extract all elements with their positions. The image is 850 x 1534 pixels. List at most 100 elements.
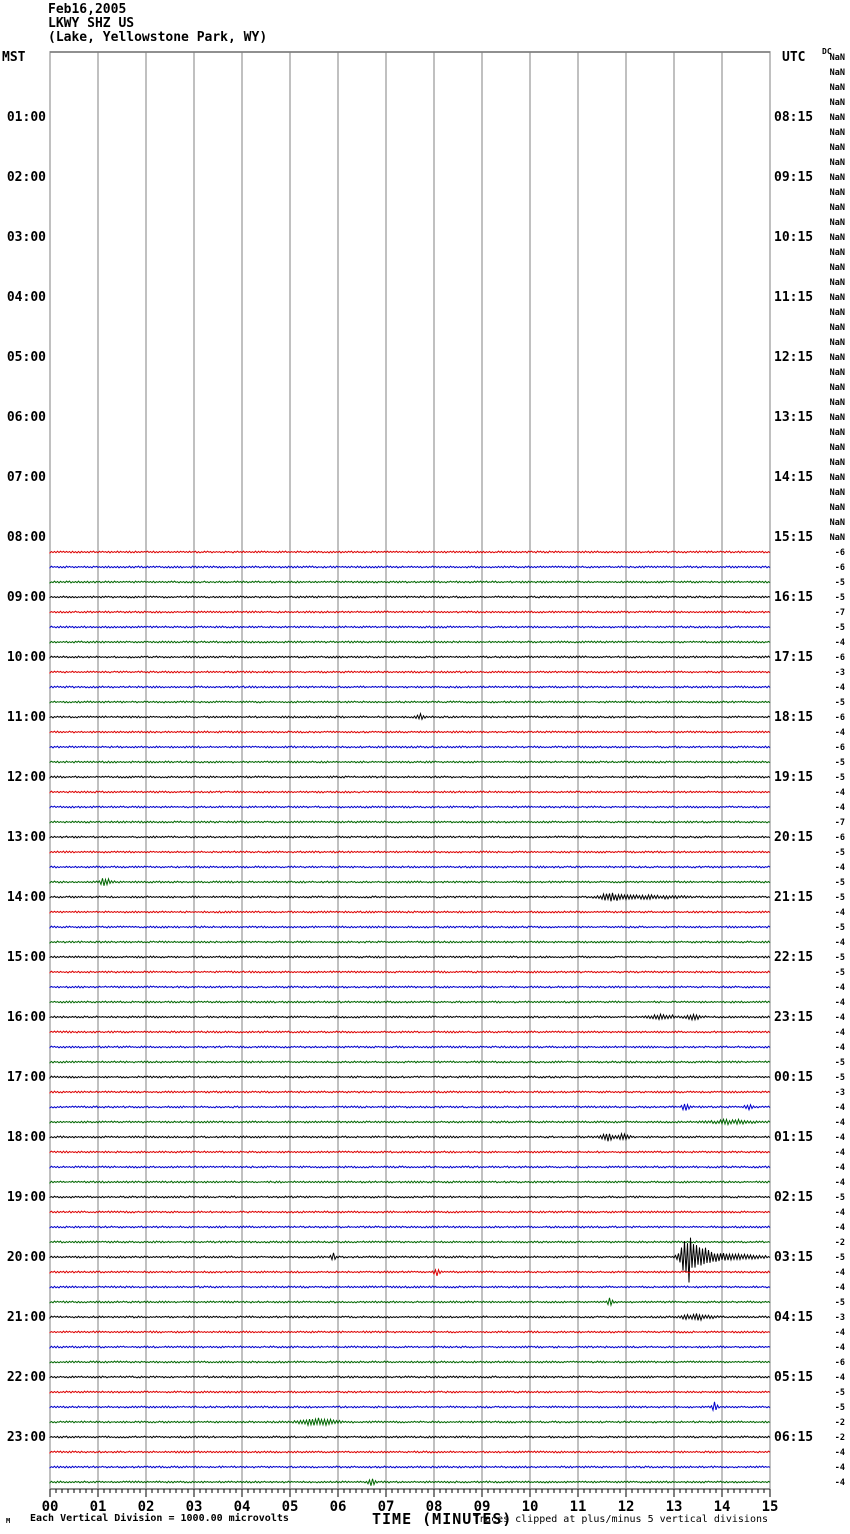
dc-value: -4 <box>835 1268 845 1278</box>
seismogram-trace <box>49 1450 771 1454</box>
dc-value: -4 <box>835 1163 845 1173</box>
seismogram-trace <box>49 700 771 704</box>
dc-nan-value: NaN <box>830 488 845 498</box>
seismogram-trace <box>49 940 771 944</box>
seismogram-trace <box>49 1268 771 1277</box>
seismogram-trace <box>49 745 771 749</box>
seismogram-trace <box>49 580 771 584</box>
dc-value: -6 <box>835 833 845 843</box>
dc-value: -5 <box>835 1388 845 1398</box>
dc-nan-value: NaN <box>830 128 845 138</box>
dc-nan-value: NaN <box>830 413 845 423</box>
dc-value: -4 <box>835 1043 845 1053</box>
utc-hour-label: 14:15 <box>774 470 813 485</box>
dc-value: -4 <box>835 1223 845 1233</box>
dc-value: -5 <box>835 1403 845 1413</box>
dc-nan-value: NaN <box>830 338 845 348</box>
seismogram-trace <box>49 670 771 675</box>
x-tick-label: 02 <box>138 1499 155 1515</box>
seismogram-trace <box>49 1375 771 1379</box>
x-tick-label: 15 <box>762 1499 779 1515</box>
x-tick-label: 08 <box>426 1499 443 1515</box>
utc-hour-label: 11:15 <box>774 290 813 305</box>
dc-value: -4 <box>835 1328 845 1338</box>
dc-value: -4 <box>835 788 845 798</box>
dc-value: -4 <box>835 1373 845 1383</box>
dc-nan-value: NaN <box>830 248 845 258</box>
seismogram-trace <box>49 610 771 614</box>
seismogram-trace <box>49 1435 771 1439</box>
dc-value: -4 <box>835 638 845 648</box>
mst-axis-header: MST <box>2 50 26 65</box>
mst-hour-label: 20:00 <box>7 1250 46 1265</box>
seismogram-trace <box>49 760 771 764</box>
mst-hour-label: 03:00 <box>7 230 46 245</box>
seismogram-trace <box>49 1285 771 1289</box>
dc-value: -4 <box>835 1028 845 1038</box>
dc-value: -5 <box>835 1193 845 1203</box>
x-tick-label: 00 <box>42 1499 59 1515</box>
dc-nan-value: NaN <box>830 203 845 213</box>
dc-nan-value: NaN <box>830 68 845 78</box>
dc-nan-value: NaN <box>830 533 845 543</box>
seismogram-trace <box>49 1360 771 1364</box>
mst-hour-label: 14:00 <box>7 890 46 905</box>
dc-value: -4 <box>835 728 845 738</box>
time-axis-label: TIME (MINUTES) <box>372 1510 513 1528</box>
utc-hour-label: 19:15 <box>774 770 813 785</box>
dc-value: -4 <box>835 1208 845 1218</box>
seismogram-trace <box>49 820 771 824</box>
utc-hour-label: 04:15 <box>774 1310 813 1325</box>
utc-hour-label: 12:15 <box>774 350 813 365</box>
dc-value: -5 <box>835 1298 845 1308</box>
seismogram-trace <box>49 790 771 794</box>
dc-value: -6 <box>835 743 845 753</box>
dc-value: -4 <box>835 1283 845 1293</box>
mst-hour-label: 04:00 <box>7 290 46 305</box>
x-tick-label: 03 <box>186 1499 203 1515</box>
dc-value: -6 <box>835 713 845 723</box>
utc-hour-label: 16:15 <box>774 590 813 605</box>
utc-hour-label: 23:15 <box>774 1010 813 1025</box>
dc-nan-value: NaN <box>830 218 845 228</box>
dc-value: -4 <box>835 863 845 873</box>
seismogram-trace <box>49 1345 771 1350</box>
seismogram-trace <box>49 1237 771 1283</box>
dc-value: -4 <box>835 803 845 813</box>
seismogram-trace <box>49 775 771 779</box>
dc-value: -4 <box>835 983 845 993</box>
mst-hour-label: 01:00 <box>7 110 46 125</box>
x-tick-label: 13 <box>666 1499 683 1515</box>
utc-hour-label: 17:15 <box>774 650 813 665</box>
dc-nan-value: NaN <box>830 368 845 378</box>
seismogram-trace <box>49 1102 771 1112</box>
dc-value: -4 <box>835 1178 845 1188</box>
utc-hour-label: 03:15 <box>774 1250 813 1265</box>
seismogram-trace <box>49 1312 771 1322</box>
seismogram-trace <box>49 1225 771 1229</box>
seismogram-trace <box>49 1045 771 1049</box>
x-tick-label: 05 <box>282 1499 299 1515</box>
dc-nan-value: NaN <box>830 143 845 153</box>
seismogram-trace <box>49 1478 771 1487</box>
utc-axis-header: UTC <box>782 50 806 65</box>
dc-value: -5 <box>835 1058 845 1068</box>
utc-hour-label: 06:15 <box>774 1430 813 1445</box>
dc-value: -4 <box>835 1133 845 1143</box>
dc-value: -4 <box>835 1343 845 1353</box>
dc-value: -3 <box>835 1313 845 1323</box>
dc-nan-value: NaN <box>830 518 845 528</box>
title-date: Feb16,2005 <box>48 2 127 17</box>
seismogram-trace <box>49 850 771 854</box>
dc-value: -4 <box>835 1463 845 1473</box>
seismogram-trace <box>49 1012 771 1022</box>
dc-value: -4 <box>835 1478 845 1488</box>
mst-hour-label: 06:00 <box>7 410 46 425</box>
mst-hour-label: 10:00 <box>7 650 46 665</box>
seismogram-trace <box>49 711 771 721</box>
dc-nan-value: NaN <box>830 113 845 123</box>
mst-hour-label: 12:00 <box>7 770 46 785</box>
dc-value: -4 <box>835 998 845 1008</box>
